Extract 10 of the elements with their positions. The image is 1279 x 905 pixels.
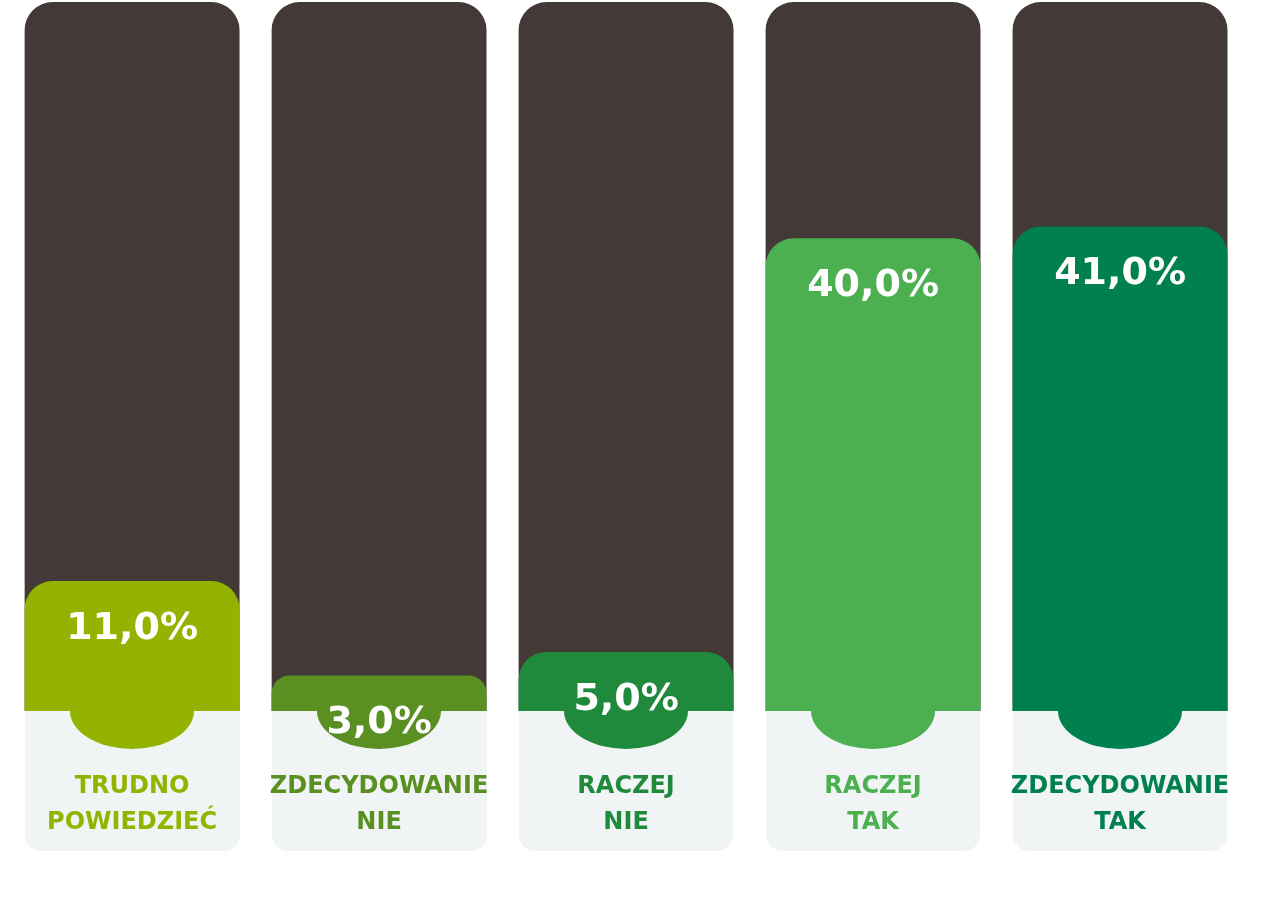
data-label: 3,0% (326, 698, 432, 743)
x-tick-label: ZDECYDOWANIE TAK (1010, 771, 1230, 836)
data-label: 11,0% (66, 603, 198, 648)
data-label: 40,0% (807, 261, 939, 306)
x-tick-label: RACZEJ NIE (577, 771, 675, 836)
x-tick-label: ZDECYDOWANIE NIE (269, 771, 489, 836)
data-label: 5,0% (573, 674, 679, 719)
x-tick-label: RACZEJ TAK (824, 771, 922, 836)
x-tick-label: TRUDNO POWIEDZIEĆ (47, 771, 218, 836)
data-label: 41,0% (1054, 249, 1186, 294)
